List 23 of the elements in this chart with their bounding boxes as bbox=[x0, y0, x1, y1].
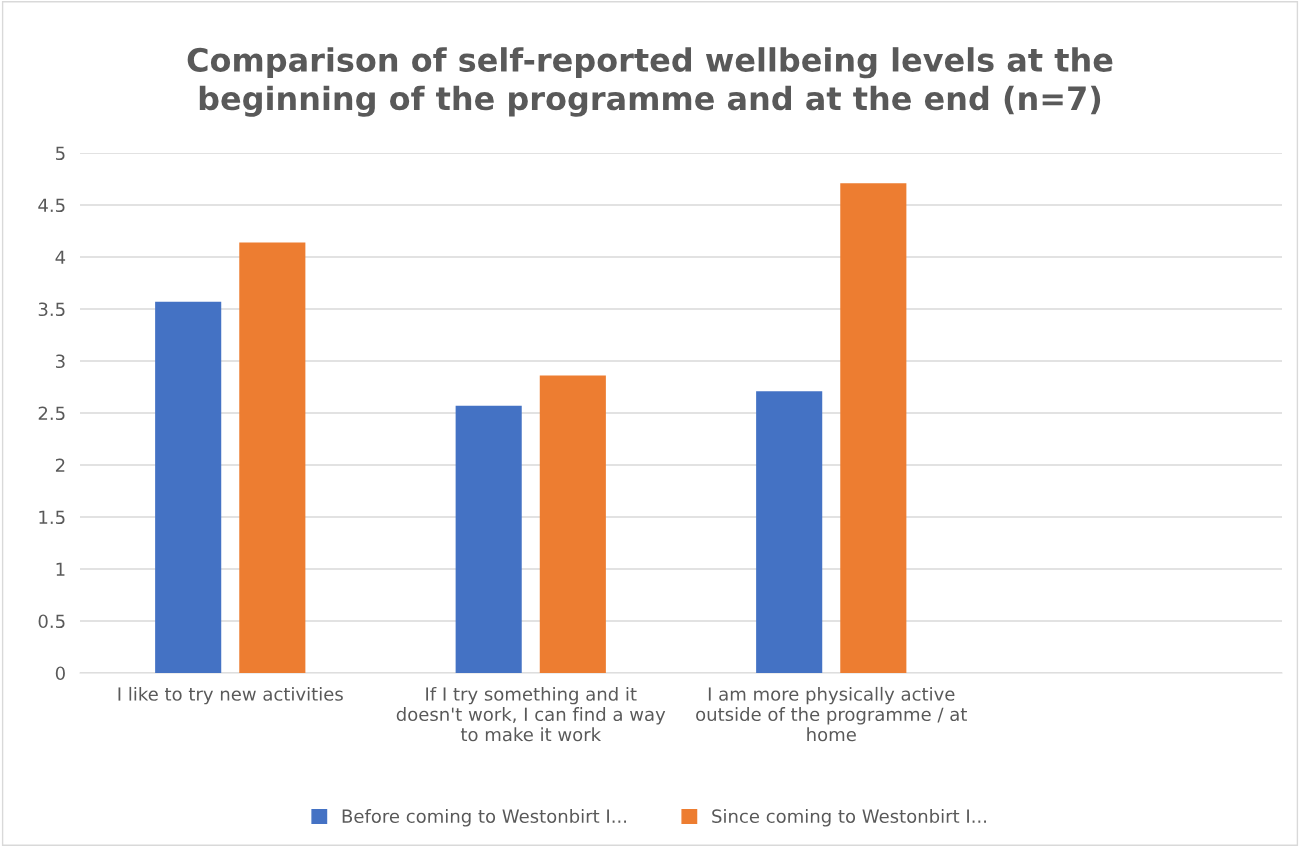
y-tick-label: 2.5 bbox=[38, 406, 65, 421]
bar bbox=[455, 405, 522, 673]
x-tick-label: I am more physically active outside of the programme / at home bbox=[696, 686, 967, 742]
y-tick-label: 2 bbox=[55, 458, 65, 472]
y-tick-label: 4.5 bbox=[38, 198, 65, 213]
bar bbox=[239, 242, 306, 673]
bar bbox=[155, 301, 222, 673]
bar bbox=[756, 391, 823, 673]
x-tick-label: I like to try new activities bbox=[118, 686, 343, 705]
bar bbox=[840, 183, 907, 673]
y-tick-label: 3.5 bbox=[38, 302, 65, 317]
y-tick-label: 1 bbox=[56, 562, 65, 576]
bar bbox=[539, 375, 606, 673]
x-tick-label: If I try something and it doesn't work, I can find a way to make it work bbox=[396, 686, 666, 742]
legend-label: Since coming to Westonbirt I... bbox=[712, 809, 986, 827]
legend-label: Before coming to Westonbirt I... bbox=[342, 809, 627, 827]
chart-title: Comparison of self-reported wellbeing levels at the beginning of the programme and at the end (n=7) bbox=[187, 47, 1113, 117]
y-tick-label: 3 bbox=[56, 354, 65, 369]
y-tick-label: 0.5 bbox=[38, 614, 65, 629]
y-tick-label: 4 bbox=[55, 250, 66, 264]
y-tick-label: 1.5 bbox=[39, 510, 65, 525]
y-tick-label: 5 bbox=[56, 146, 65, 161]
y-tick-label: 0 bbox=[55, 666, 65, 681]
